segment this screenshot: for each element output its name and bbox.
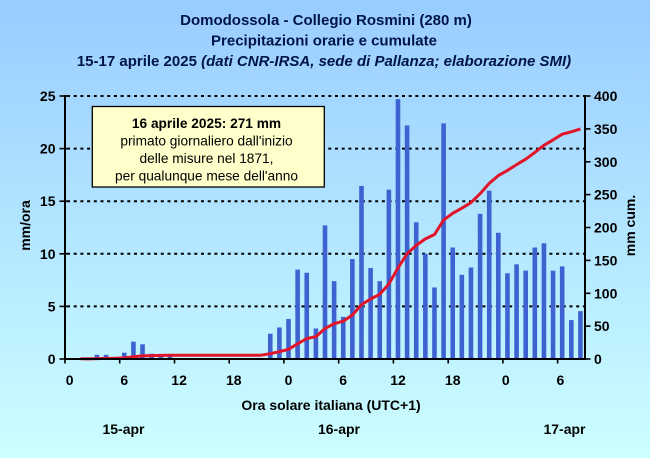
svg-text:17-apr: 17-apr bbox=[543, 421, 586, 437]
svg-text:12: 12 bbox=[390, 372, 406, 388]
svg-text:100: 100 bbox=[594, 285, 618, 301]
svg-text:6: 6 bbox=[120, 372, 128, 388]
svg-text:0: 0 bbox=[48, 351, 56, 367]
svg-text:18: 18 bbox=[445, 372, 461, 388]
svg-text:15-apr: 15-apr bbox=[102, 421, 145, 437]
svg-text:10: 10 bbox=[40, 246, 56, 262]
svg-text:0: 0 bbox=[285, 372, 293, 388]
svg-text:250: 250 bbox=[594, 187, 618, 203]
svg-text:5: 5 bbox=[48, 298, 56, 314]
svg-text:6: 6 bbox=[339, 372, 347, 388]
svg-text:mm/ora: mm/ora bbox=[17, 200, 33, 251]
svg-text:16 aprile 2025: 271 mm: 16 aprile 2025: 271 mm bbox=[132, 116, 281, 131]
svg-text:Precipitazioni orarie e cumula: Precipitazioni orarie e cumulate bbox=[211, 33, 437, 50]
svg-text:Ora solare italiana (UTC+1): Ora solare italiana (UTC+1) bbox=[241, 397, 420, 413]
svg-text:0: 0 bbox=[502, 372, 510, 388]
svg-text:delle misure nel 1871,: delle misure nel 1871, bbox=[140, 151, 274, 166]
svg-text:200: 200 bbox=[594, 220, 618, 236]
svg-text:50: 50 bbox=[594, 318, 610, 334]
svg-text:15-17 aprile 2025 (dati CNR-IR: 15-17 aprile 2025 (dati CNR-IRSA, sede d… bbox=[77, 53, 571, 70]
svg-text:mm cum.: mm cum. bbox=[622, 195, 638, 256]
svg-text:400: 400 bbox=[594, 88, 618, 104]
svg-text:0: 0 bbox=[594, 351, 602, 367]
svg-text:25: 25 bbox=[40, 88, 56, 104]
svg-text:350: 350 bbox=[594, 121, 618, 137]
svg-text:300: 300 bbox=[594, 154, 618, 170]
svg-text:18: 18 bbox=[226, 372, 242, 388]
svg-text:150: 150 bbox=[594, 252, 618, 268]
svg-text:12: 12 bbox=[171, 372, 187, 388]
svg-text:20: 20 bbox=[40, 141, 56, 157]
svg-text:6: 6 bbox=[557, 372, 565, 388]
svg-text:Domodossola - Collegio Rosmini: Domodossola - Collegio Rosmini (280 m) bbox=[180, 12, 472, 29]
svg-text:16-apr: 16-apr bbox=[318, 421, 361, 437]
svg-text:15: 15 bbox=[40, 193, 56, 209]
svg-text:per qualunque mese dell'anno: per qualunque mese dell'anno bbox=[115, 168, 298, 183]
svg-text:primato giornaliero dall'inizi: primato giornaliero dall'inizio bbox=[120, 133, 293, 148]
svg-text:0: 0 bbox=[66, 372, 74, 388]
